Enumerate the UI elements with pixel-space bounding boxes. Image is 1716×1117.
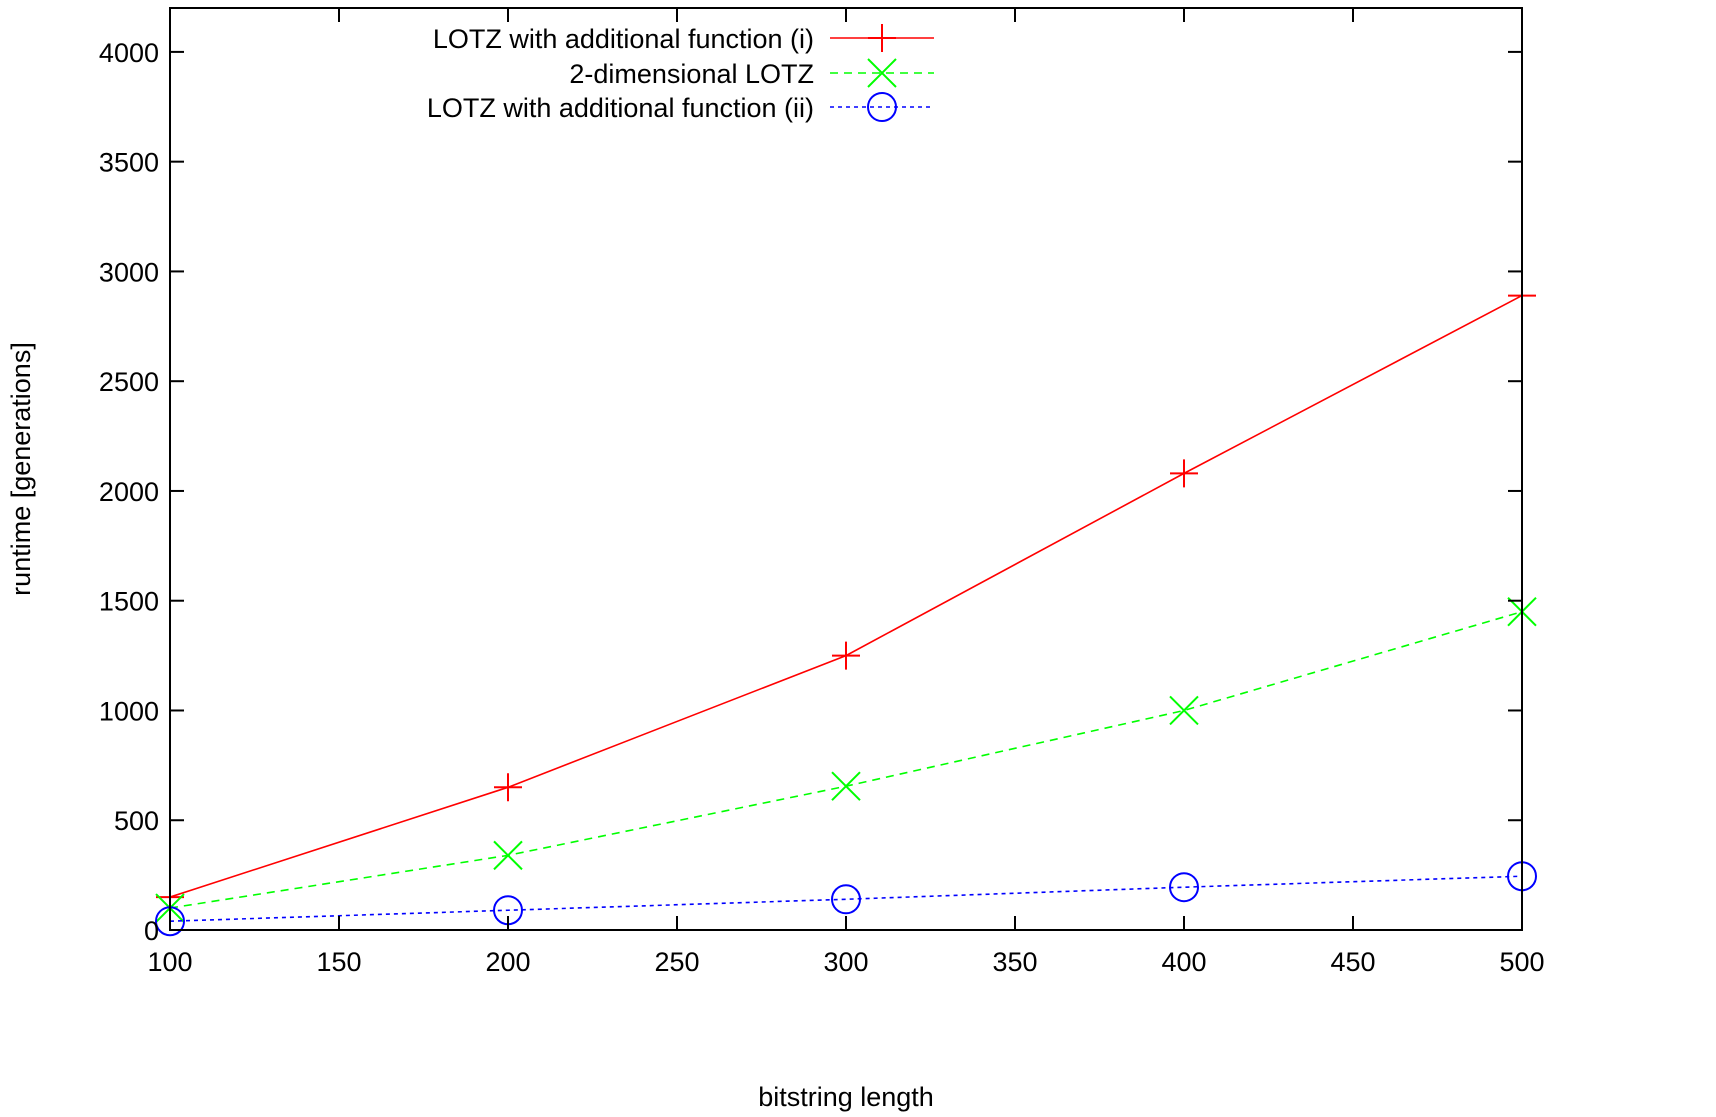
x-tick-label: 450 xyxy=(1330,947,1375,977)
series-line xyxy=(169,875,1523,923)
x-axis-title: bitstring length xyxy=(758,1082,934,1112)
legend-entry: LOTZ with additional function (ii) xyxy=(427,92,934,123)
labels-layer: 100 150 200 250 300 350 400 450 500 0 500 1000 1500 2… xyxy=(99,38,1545,977)
legend-marker xyxy=(867,92,897,122)
x-tick-label: 100 xyxy=(147,947,192,977)
legend-entry: 2-dimensional LOTZ xyxy=(569,58,934,89)
data-point xyxy=(1169,872,1199,903)
y-tick-label: 3000 xyxy=(99,257,159,287)
y-axis-title: runtime [generations] xyxy=(6,342,36,596)
y-tick-label: 3500 xyxy=(99,148,159,178)
data-point xyxy=(1170,459,1198,488)
legend-marker xyxy=(868,24,896,52)
legend-label: LOTZ with additional function (i) xyxy=(433,24,814,54)
y-tick-label: 2000 xyxy=(99,477,159,507)
ticks-layer xyxy=(169,8,1523,931)
x-tick-label: 250 xyxy=(654,947,699,977)
data-point xyxy=(832,641,860,670)
y-tick-label: 2500 xyxy=(99,367,159,397)
x-tick-label: 350 xyxy=(992,947,1037,977)
x-tick-label: 300 xyxy=(823,947,868,977)
data-point xyxy=(493,840,523,871)
y-tick-label: 0 xyxy=(144,916,159,946)
x-tick-label: 150 xyxy=(316,947,361,977)
x-tick-label: 400 xyxy=(1161,947,1206,977)
legend-marker xyxy=(867,58,897,88)
legend-entry: LOTZ with additional function (i) xyxy=(433,24,934,54)
y-tick-label: 500 xyxy=(114,806,159,836)
series-layer xyxy=(155,281,1537,937)
plot-frame xyxy=(169,7,1523,931)
series-line xyxy=(169,294,1523,898)
data-point xyxy=(831,884,861,915)
data-point xyxy=(831,771,861,801)
series-1 xyxy=(156,281,1536,912)
data-point xyxy=(1169,695,1199,726)
x-tick-label: 200 xyxy=(485,947,530,977)
legend-label: 2-dimensional LOTZ xyxy=(569,59,814,89)
legend: LOTZ with additional function (i) 2-dimen… xyxy=(427,24,934,123)
x-tick-label: 500 xyxy=(1499,947,1544,977)
legend-label: LOTZ with additional function (ii) xyxy=(427,93,814,123)
data-point xyxy=(494,773,522,802)
y-tick-label: 1000 xyxy=(99,696,159,726)
y-tick-label: 1500 xyxy=(99,587,159,617)
y-tick-label: 4000 xyxy=(99,38,159,68)
